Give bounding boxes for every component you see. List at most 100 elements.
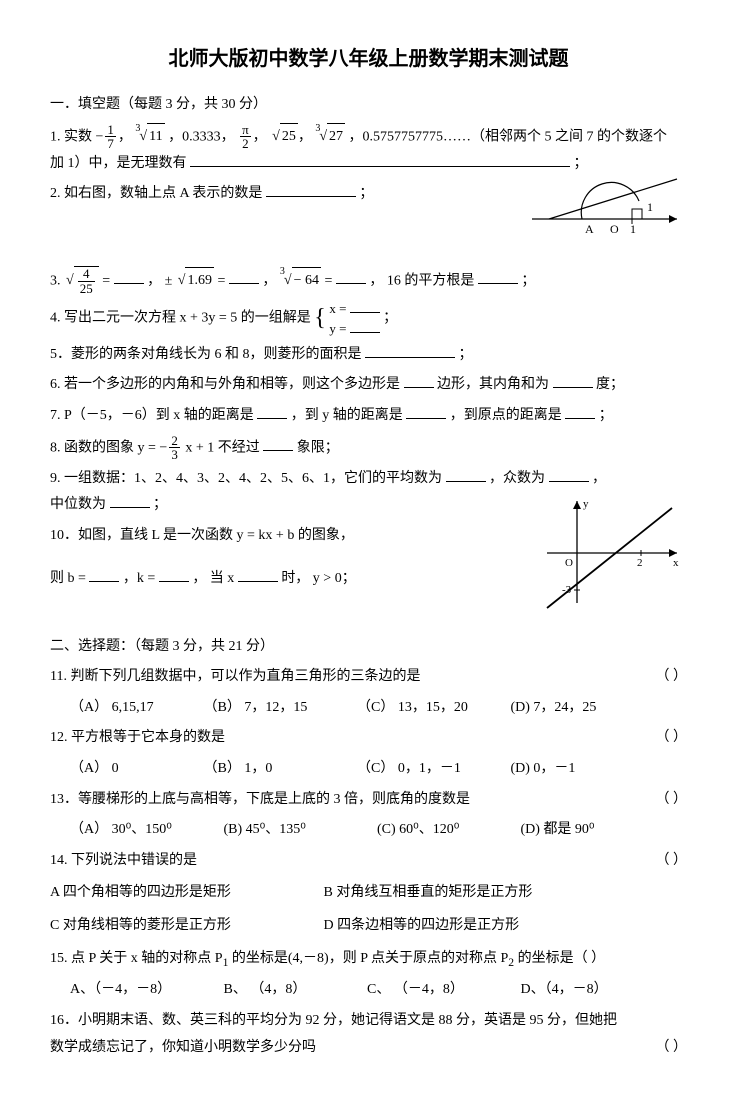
q16-paren: （ ）: [656, 1035, 688, 1062]
q9-d: 中位数为: [50, 497, 106, 512]
section-2-header: 二、选择题：（每题 3 分，共 21 分）: [50, 634, 687, 661]
q10: O 2 -3 y x 10．如图，直线 L 是一次函数 y = kx + b 的…: [50, 523, 687, 624]
q4-blank-y: [350, 319, 380, 333]
q9-c: ，: [592, 471, 606, 486]
q10-c: ，k =: [123, 571, 155, 586]
q10-d: ， 当 x: [192, 571, 234, 586]
q2-text: 2. 如右图，数轴上点 A 表示的数是: [50, 186, 262, 201]
q15-D: D、（4，－8）: [521, 982, 608, 997]
root3-11: 11: [137, 123, 164, 151]
q11-C: （C） 13，15，20: [357, 695, 507, 722]
q13-A: （A） 30⁰、150⁰: [70, 817, 220, 844]
brace-icon: {: [314, 308, 326, 330]
q7: 7. P（－5，－6）到 x 轴的距离是 ，到 y 轴的距离是 ，到原点的距离是…: [50, 403, 687, 430]
q15-options: A、（－4，－8） B、 （4，8） C、 （－4，8） D、（4，－8）: [50, 977, 687, 1004]
frac-2-3: 23: [169, 434, 180, 462]
q3-a: 3.: [50, 273, 64, 288]
q1-text-a: 1. 实数: [50, 129, 92, 144]
q12-A: （A） 0: [70, 756, 200, 783]
q2: A O 1 1 2. 如右图，数轴上点 A 表示的数是 ；: [50, 181, 687, 246]
q14-D: D 四条边相等的四边形是正方形: [324, 918, 520, 933]
q9-a: 9. 一组数据：1、2、4、3、2、4、2、5、6、1，它们的平均数为: [50, 471, 442, 486]
q4-y: y =: [329, 321, 346, 336]
q4-a: 4. 写出二元一次方程 x + 3y = 5 的一组解是: [50, 311, 314, 326]
q3: 3. 425 = ， ± 1.69 = ， 3− 64 = ， 16 的平方根是…: [50, 266, 687, 295]
q6-blank1: [404, 373, 434, 388]
sqrt-169: 1.69: [176, 267, 214, 295]
q3-blank3: [336, 269, 366, 284]
q8-a: 8. 函数的图象 y =: [50, 440, 159, 455]
q1-text-c: 加 1）中，是无理数有: [50, 156, 187, 171]
q15-A: A、（－4，－8）: [70, 977, 220, 1004]
root3-27: 27: [317, 123, 345, 151]
page-title: 北师大版初中数学八年级上册数学期末测试题: [50, 40, 687, 78]
q7-c: ，到原点的距离是: [450, 408, 562, 423]
q7-b: ，到 y 轴的距离是: [291, 408, 403, 423]
q13-paren: （ ）: [656, 787, 688, 814]
q1-list: ，0.3333，: [168, 129, 235, 144]
q5-blank: [365, 343, 455, 358]
svg-text:1: 1: [647, 200, 653, 214]
q6-c: 度；: [596, 377, 624, 392]
q1-text-b: ，0.5757757775……（相邻两个 5 之间 7 的个数逐个: [349, 129, 668, 144]
q15-C: C、 （－4，8）: [367, 977, 517, 1004]
q15: 15. 点 P 关于 x 轴的对称点 P1 的坐标是(4,－8)，则 P 点关于…: [50, 946, 687, 974]
q6: 6. 若一个多边形的内角和与外角和相等，则这个多边形是 边形，其内角和为 度；: [50, 372, 687, 399]
q11-B: （B） 7，12，15: [204, 695, 354, 722]
q13-B: (B) 45⁰、135⁰: [224, 817, 374, 844]
q4-brace-content: x = y =: [329, 299, 379, 337]
q3-eq3: =: [324, 273, 332, 288]
q14-paren: （ ）: [656, 848, 688, 875]
q2-semi: ；: [359, 186, 373, 201]
svg-text:-3: -3: [562, 584, 572, 596]
q5: 5．菱形的两条对角线长为 6 和 8，则菱形的面积是 ；: [50, 342, 687, 369]
q3-p5: ， 16 的平方根是: [369, 273, 474, 288]
q6-blank2: [553, 373, 593, 388]
q10-figure: O 2 -3 y x: [537, 493, 687, 624]
q8-b: x + 1 不经过: [185, 440, 259, 455]
q16-a: 16．小明期末语、数、英三科的平均分为 92 分，她记得语文是 88 分，英语是…: [50, 1013, 617, 1028]
q15-a: 15. 点 P 关于 x 轴的对称点 P: [50, 951, 223, 966]
root3-neg64: − 64: [282, 267, 321, 295]
q5-a: 5．菱形的两条对角线长为 6 和 8，则菱形的面积是: [50, 347, 362, 362]
q1: 1. 实数 −17， 311 ，0.3333， π2， 25， 327 ，0.5…: [50, 123, 687, 178]
q9-blank2: [549, 467, 589, 482]
q12-D: (D) 0，－1: [511, 761, 576, 776]
frac-1-7: 17: [105, 123, 116, 151]
q12-paren: （ ）: [656, 725, 688, 752]
svg-text:y: y: [583, 498, 589, 510]
q10-blank1: [89, 567, 119, 582]
q11: 11. 判断下列几组数据中，可以作为直角三角形的三条边的是 （ ）: [50, 664, 687, 691]
q16-b: 数学成绩忘记了，你知道小明数学多少分吗: [50, 1040, 316, 1055]
q10-blank3: [238, 567, 278, 582]
q14-row2: C 对角线相等的菱形是正方形 D 四条边相等的四边形是正方形: [50, 913, 687, 940]
q12: 12. 平方根等于它本身的数是 （ ）: [50, 725, 687, 752]
q7-blank2: [406, 404, 446, 419]
q1-blank: [190, 152, 570, 167]
q11-D: (D) 7，24，25: [511, 700, 597, 715]
q8-c: 象限；: [297, 440, 339, 455]
q4-blank-x: [350, 299, 380, 313]
q1-semi: ；: [574, 156, 588, 171]
q3-p1: ， ±: [147, 273, 172, 288]
q2-blank: [266, 182, 356, 197]
number-line-svg: A O 1 1: [527, 175, 687, 235]
q11-options: （A） 6,15,17 （B） 7，12，15 （C） 13，15，20 (D)…: [50, 695, 687, 722]
q15-B: B、 （4，8）: [224, 977, 364, 1004]
q7-semi: ；: [599, 408, 613, 423]
q16: 16．小明期末语、数、英三科的平均分为 92 分，她记得语文是 88 分，英语是…: [50, 1008, 687, 1061]
linear-graph-svg: O 2 -3 y x: [537, 493, 687, 613]
sqrt-4-25: 425: [64, 266, 99, 295]
q14-B: B 对角线互相垂直的矩形是正方形: [324, 885, 533, 900]
q11-paren: （ ）: [656, 664, 688, 691]
q9-blank3: [110, 493, 150, 508]
q14-A: A 四个角相等的四边形是矩形: [50, 880, 320, 907]
q7-a: 7. P（－5，－6）到 x 轴的距离是: [50, 408, 254, 423]
q3-eq2: =: [217, 273, 225, 288]
q10-blank2: [159, 567, 189, 582]
q13-stem: 13．等腰梯形的上底与高相等，下底是上底的 3 倍，则底角的度数是: [50, 792, 470, 807]
q6-b: 边形，其内角和为: [437, 377, 549, 392]
q13-C: (C) 60⁰、120⁰: [377, 817, 517, 844]
frac-pi-2: π2: [240, 123, 251, 151]
q13-options: （A） 30⁰、150⁰ (B) 45⁰、135⁰ (C) 60⁰、120⁰ (…: [50, 817, 687, 844]
